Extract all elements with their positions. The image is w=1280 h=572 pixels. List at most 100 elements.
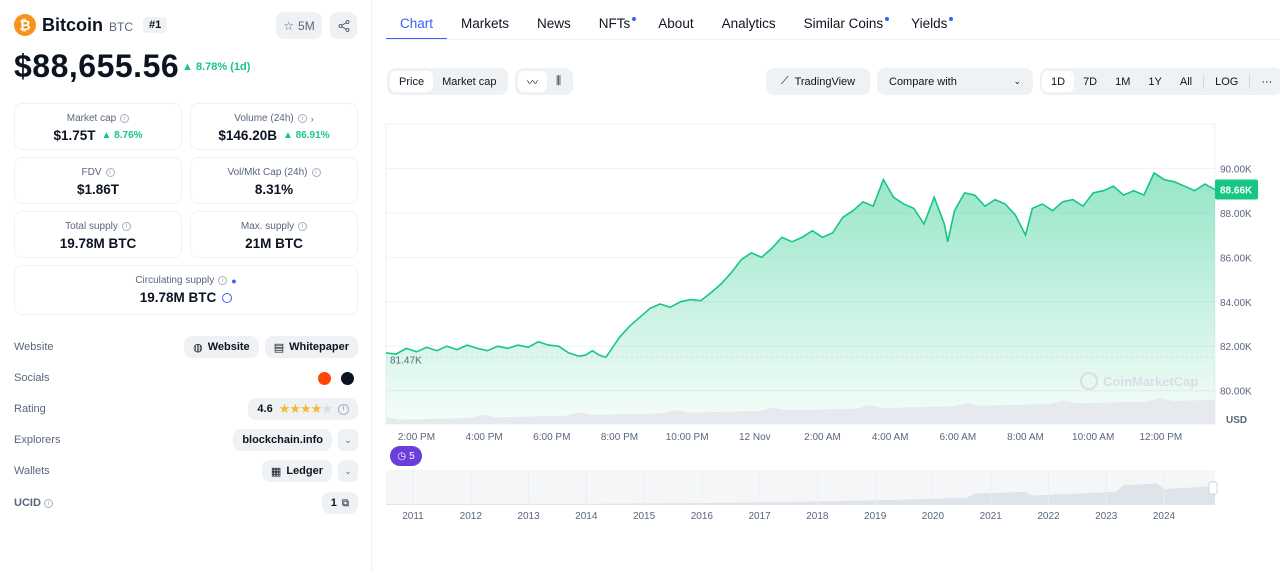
volume-area (386, 398, 1215, 424)
explorer-link[interactable]: blockchain.info (233, 429, 332, 451)
tab-yields[interactable]: Yields (897, 0, 961, 40)
chevron-down-icon[interactable]: ⌄ (338, 429, 358, 451)
line-chart-icon: 〰 (527, 76, 538, 89)
navigator-year-label: 2023 (1095, 511, 1118, 522)
progress-ring-icon (222, 292, 233, 303)
range-7d[interactable]: 7D (1083, 75, 1098, 88)
x-tick-label: 2:00 PM (398, 432, 435, 443)
document-icon: ▤ (273, 341, 285, 354)
info-icon[interactable]: i (298, 222, 308, 231)
range-1y[interactable]: 1Y (1148, 75, 1162, 88)
info-icon[interactable]: i (218, 276, 228, 285)
tab-news[interactable]: News (537, 16, 571, 31)
tradingview-label: TradingView (794, 75, 856, 88)
volume-change: ▲ 86.91% (282, 130, 330, 141)
price-button[interactable]: Price (390, 71, 434, 92)
wallet-link[interactable]: ▦ Ledger (261, 460, 332, 482)
tab-similar-coins-label: Similar Coins (803, 16, 884, 31)
github-icon[interactable] (341, 371, 354, 385)
navigator-year-label: 2016 (691, 511, 714, 522)
candlestick-button[interactable]: ⫼ (547, 71, 570, 92)
new-dot-icon (885, 17, 890, 21)
chevron-down-icon: ⌄ (1013, 76, 1021, 86)
navigator-year-label: 2021 (980, 511, 1003, 522)
share-button[interactable] (330, 12, 357, 39)
market-cap-button[interactable]: Market cap (442, 75, 497, 88)
watchlist-button[interactable]: ☆ 5M (276, 12, 322, 39)
more-options-button[interactable]: ··· (1261, 75, 1273, 88)
info-icon[interactable]: i (311, 168, 321, 177)
range-toggle: 1D 7D 1M 1Y All LOG ··· (1040, 68, 1280, 95)
compare-label: Compare with (889, 75, 957, 88)
max-supply-card: Max. supply i 21M BTC (190, 211, 358, 258)
compare-select[interactable]: Compare with ⌄ (877, 68, 1033, 95)
x-tick-label: 6:00 PM (533, 432, 570, 443)
market-cap-label: Market cap (66, 113, 117, 124)
ucid-value: 1 (330, 497, 337, 509)
ucid-label: UCID (14, 497, 41, 509)
navigator-year-label: 2017 (748, 511, 771, 522)
fdv-value: $1.86T (76, 182, 120, 197)
rating-value: 4.6 (257, 403, 273, 415)
x-tick-label: 4:00 PM (466, 432, 503, 443)
whitepaper-button-label: Whitepaper (289, 341, 349, 353)
rating-pill[interactable]: 4.6 ★★★★★ i (248, 398, 358, 420)
range-all[interactable]: All (1179, 75, 1193, 88)
wallets-row: Wallets ▦ Ledger ⌄ (14, 460, 358, 482)
y-tick-label: 84.00K (1220, 298, 1252, 309)
events-button[interactable]: ◷ 5 (390, 446, 422, 466)
market-cap-card: Market cap i $1.75T ▲ 8.76% (14, 103, 182, 150)
info-icon[interactable]: i (43, 498, 53, 508)
line-chart-button[interactable]: 〰 (518, 71, 547, 92)
navigator-year-label: 2020 (922, 511, 945, 522)
price-mcap-toggle: Price Market cap (387, 68, 509, 95)
currency-label: USD (1226, 415, 1247, 426)
volume-value: $146.20B (218, 128, 277, 143)
whitepaper-button[interactable]: ▤ Whitepaper (264, 336, 358, 358)
wallet-icon: ▦ (270, 465, 282, 478)
copy-icon[interactable]: ⧉ (341, 497, 349, 509)
max-supply-value: 21M BTC (245, 236, 303, 251)
range-1m[interactable]: 1M (1115, 75, 1131, 88)
coin-price: $88,655.56 (14, 48, 180, 84)
tab-about[interactable]: About (658, 16, 694, 31)
info-icon[interactable]: i (120, 114, 130, 123)
chevron-down-icon[interactable]: ⌄ (338, 460, 358, 482)
website-row: Website ◍ Website ▤ Whitepaper (14, 336, 358, 358)
tab-nfts-label: NFTs (598, 16, 631, 31)
chevron-right-icon: › (310, 113, 314, 124)
explorers-row: Explorers blockchain.info ⌄ (14, 429, 358, 451)
current-price-badge (1215, 179, 1258, 200)
tab-markets[interactable]: Markets (461, 16, 510, 31)
info-icon[interactable]: i (105, 168, 115, 177)
log-button[interactable]: LOG (1215, 75, 1239, 88)
x-tick-label: 4:00 AM (872, 432, 909, 443)
wallet-label: Ledger (286, 465, 323, 477)
tab-nfts[interactable]: NFTs (585, 0, 645, 40)
fdv-label: FDV (81, 167, 102, 178)
x-tick-label: 12 Nov (739, 432, 771, 443)
ucid-row: UCID i 1 ⧉ (14, 492, 358, 514)
volume-card[interactable]: Volume (24h) i › $146.20B ▲ 86.91% (190, 103, 358, 150)
tab-similar-coins[interactable]: Similar Coins (790, 0, 898, 40)
x-tick-label: 8:00 PM (601, 432, 638, 443)
tab-analytics[interactable]: Analytics (721, 16, 776, 31)
info-icon[interactable]: i (297, 114, 307, 123)
verified-icon: ● (231, 275, 237, 286)
info-icon[interactable]: i (121, 222, 131, 231)
website-button-label: Website (207, 341, 250, 353)
rank-badge: #1 (143, 17, 168, 33)
website-button[interactable]: ◍ Website (184, 336, 259, 358)
navigator-year-label: 2018 (806, 511, 829, 522)
ucid-pill[interactable]: 1 ⧉ (321, 492, 358, 514)
website-label: Website (14, 341, 54, 353)
tradingview-button[interactable]: ⟋ TradingView (766, 68, 870, 95)
price-change-value: 8.78% (1d) (195, 61, 251, 73)
range-1d[interactable]: 1D (1042, 71, 1075, 92)
reddit-icon[interactable] (318, 371, 331, 385)
price-change: ▲ 8.78% (1d) (182, 61, 251, 73)
info-icon[interactable]: i (338, 403, 349, 415)
vol-mkt-label: Vol/Mkt Cap (24h) (227, 167, 308, 178)
events-count: 5 (409, 450, 415, 462)
